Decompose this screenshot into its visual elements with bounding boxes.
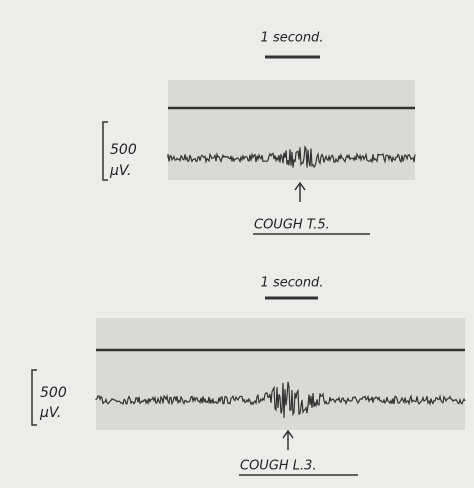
emg-trace (167, 144, 416, 169)
event-label: COUGH L.3. (240, 459, 317, 474)
amplitude-bracket (102, 121, 108, 181)
amplitude-label: 500 (40, 385, 67, 401)
emg-trace (95, 381, 466, 418)
amplitude-bracket (31, 369, 37, 426)
amplitude-unit: μV. (109, 163, 131, 179)
arrow (294, 181, 306, 202)
event-label: COUGH T.5. (254, 218, 330, 233)
arrow (282, 429, 294, 450)
amplitude-label: 500 (110, 142, 137, 158)
time-scale-label: 1 second. (261, 31, 324, 46)
time-scale-label: 1 second. (261, 276, 324, 291)
amplitude-unit: μV. (39, 405, 61, 421)
panel: 1 second. 500 μV. COUGH T.5. (102, 31, 416, 235)
panel: 1 second. 500 μV. COUGH L.3. (31, 276, 466, 476)
